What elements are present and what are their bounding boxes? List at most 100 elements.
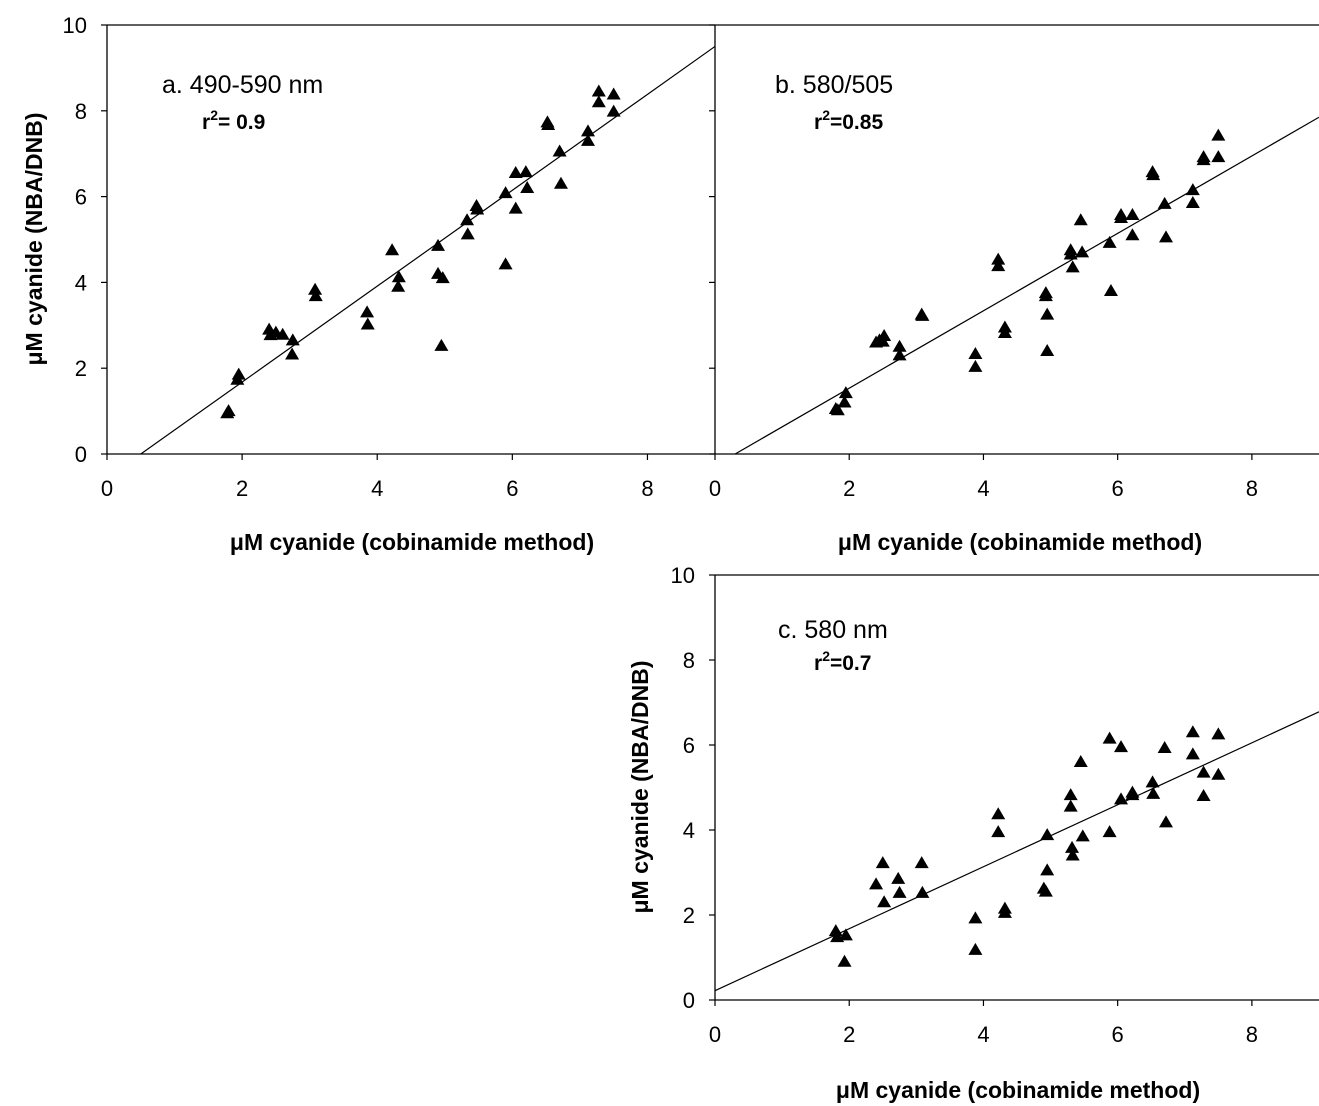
panel-a-y-tick-label: 10 xyxy=(63,13,87,38)
panel-b-x-tick-label: 4 xyxy=(977,476,989,501)
panel-c-data-point xyxy=(838,928,853,941)
panel-b-data-point xyxy=(968,359,983,372)
panel-b-data-point xyxy=(1103,283,1118,296)
panel-c: c. 580 nm r2=0.7 μM cyanide (cobinamide … xyxy=(627,563,1319,1103)
panel-b-data-point xyxy=(830,403,845,416)
panel-c-data-point xyxy=(997,905,1012,918)
panel-c-y-tick-label: 0 xyxy=(683,988,695,1013)
panel-a: a. 490-590 nm r2= 0.9 μM cyanide (cobina… xyxy=(21,13,715,555)
panel-a-data-point xyxy=(470,202,485,215)
panel-c-data-point xyxy=(1040,828,1055,841)
panel-a-data-point xyxy=(391,279,406,292)
panel-c-data-point xyxy=(877,895,892,908)
panel-b-data-point xyxy=(892,339,907,352)
panel-a-data-point xyxy=(460,227,475,240)
panel-b-data-point xyxy=(1158,230,1173,243)
panel-c-data-point xyxy=(1211,767,1226,780)
panel-c-data-point xyxy=(1073,755,1088,767)
panel-c-data-point xyxy=(1185,725,1200,738)
panel-c-data-point xyxy=(968,942,983,955)
panel-c-data-point xyxy=(1075,829,1090,842)
panel-c-x-tick-label: 0 xyxy=(709,1022,721,1047)
panel-b-data-point xyxy=(915,308,930,321)
panel-c-x-tick-label: 4 xyxy=(977,1022,989,1047)
panel-a-data-point xyxy=(385,243,400,256)
panel-a-y-tick-label: 8 xyxy=(75,99,87,124)
panel-a-data-point xyxy=(285,347,300,360)
panel-b-data-point xyxy=(1040,344,1055,357)
panel-a-r2-prefix: r xyxy=(202,111,210,134)
panel-a-data-point xyxy=(591,84,606,97)
panel-b-xlabel: μM cyanide (cobinamide method) xyxy=(838,529,1202,555)
panel-c-r2-value: =0.7 xyxy=(830,652,871,675)
panel-a-data-point xyxy=(434,338,449,351)
panel-c-y-tick-label: 6 xyxy=(683,733,695,758)
panel-c-data-point xyxy=(1125,788,1140,801)
panel-b-x-tick-label: 8 xyxy=(1246,476,1258,501)
panel-a-data-point xyxy=(308,282,323,295)
panel-c-data-point xyxy=(1102,731,1117,744)
panel-a-data-point xyxy=(552,144,567,157)
panel-b-r2: r2=0.85 xyxy=(814,107,883,134)
panel-a-r2: r2= 0.9 xyxy=(202,107,265,134)
panel-b-data-point xyxy=(997,326,1012,339)
panel-c-xlabel: μM cyanide (cobinamide method) xyxy=(836,1077,1200,1103)
panel-a-data-point xyxy=(431,238,446,251)
panel-c-y-tick-label: 4 xyxy=(683,818,695,843)
panel-a-title: a. 490-590 nm xyxy=(162,71,323,99)
panel-a-ylabel: μM cyanide (NBA/DNB) xyxy=(21,112,47,365)
panel-c-title: c. 580 nm xyxy=(778,616,888,644)
panel-b-r2-superscript: 2 xyxy=(822,107,830,123)
panel-c-r2-superscript: 2 xyxy=(822,648,830,664)
panel-b-x-tick-label: 0 xyxy=(709,476,721,501)
panel-a-xlabel: μM cyanide (cobinamide method) xyxy=(230,529,594,555)
panel-a-data-point xyxy=(580,133,595,146)
panel-c-data-point xyxy=(1158,815,1173,828)
panel-c-y-tick-label: 8 xyxy=(683,648,695,673)
panel-b-data-point xyxy=(1065,260,1080,273)
panel-b-data-point xyxy=(991,252,1006,265)
panel-b-regression-line xyxy=(734,116,1319,454)
panel-c-data-point xyxy=(1146,786,1161,799)
panel-c-x-tick-label: 6 xyxy=(1112,1022,1124,1047)
panel-c-data-point xyxy=(892,885,907,898)
panel-a-data-point xyxy=(360,305,375,318)
panel-b-data-point xyxy=(1211,128,1226,141)
panel-b-data-point xyxy=(1185,183,1200,196)
panel-a-data-point xyxy=(308,289,323,302)
panel-c-data-point xyxy=(1185,747,1200,760)
panel-a-r2-value: = 0.9 xyxy=(218,111,265,134)
panel-c-data-point xyxy=(1038,884,1053,897)
panel-a-data-point xyxy=(220,406,235,419)
panel-a-data-point xyxy=(580,124,595,137)
panel-c-y-tick-label: 2 xyxy=(683,903,695,928)
panel-c-data-point xyxy=(1157,740,1172,753)
panel-b-data-point xyxy=(838,386,853,399)
panel-b-data-point xyxy=(875,334,890,347)
panel-a-data-point xyxy=(285,333,300,346)
panel-a-x-tick-label: 8 xyxy=(641,476,653,501)
panel-c-data-point xyxy=(1063,799,1078,812)
panel-b-data-point xyxy=(1157,196,1172,209)
panel-c-data-point xyxy=(1065,840,1080,853)
panel-b-data-point xyxy=(1040,307,1055,320)
panel-c-data-point xyxy=(837,954,852,967)
panel-b-data-point xyxy=(991,259,1006,272)
panel-c-data-point xyxy=(1145,775,1160,788)
panel-b-data-point xyxy=(877,329,892,342)
panel-b-data-point xyxy=(1102,235,1117,248)
panel-a-y-tick-label: 2 xyxy=(75,356,87,381)
panel-c-ylabel: μM cyanide (NBA/DNB) xyxy=(627,660,653,913)
panel-a-y-tick-label: 6 xyxy=(75,185,87,210)
panel-a-data-point xyxy=(541,117,556,130)
panel-c-data-point xyxy=(968,911,983,924)
panel-b-data-point xyxy=(1114,211,1129,224)
panel-b-r2-value: =0.85 xyxy=(830,111,883,134)
panel-a-data-point xyxy=(435,271,450,284)
panel-a-r2-superscript: 2 xyxy=(210,107,218,123)
panel-a-data-point xyxy=(275,327,290,340)
panel-b-data-point xyxy=(1063,247,1078,260)
panel-c-r2-prefix: r xyxy=(814,652,822,675)
panel-a-x-tick-label: 4 xyxy=(371,476,383,501)
panel-a-data-point xyxy=(508,166,523,179)
